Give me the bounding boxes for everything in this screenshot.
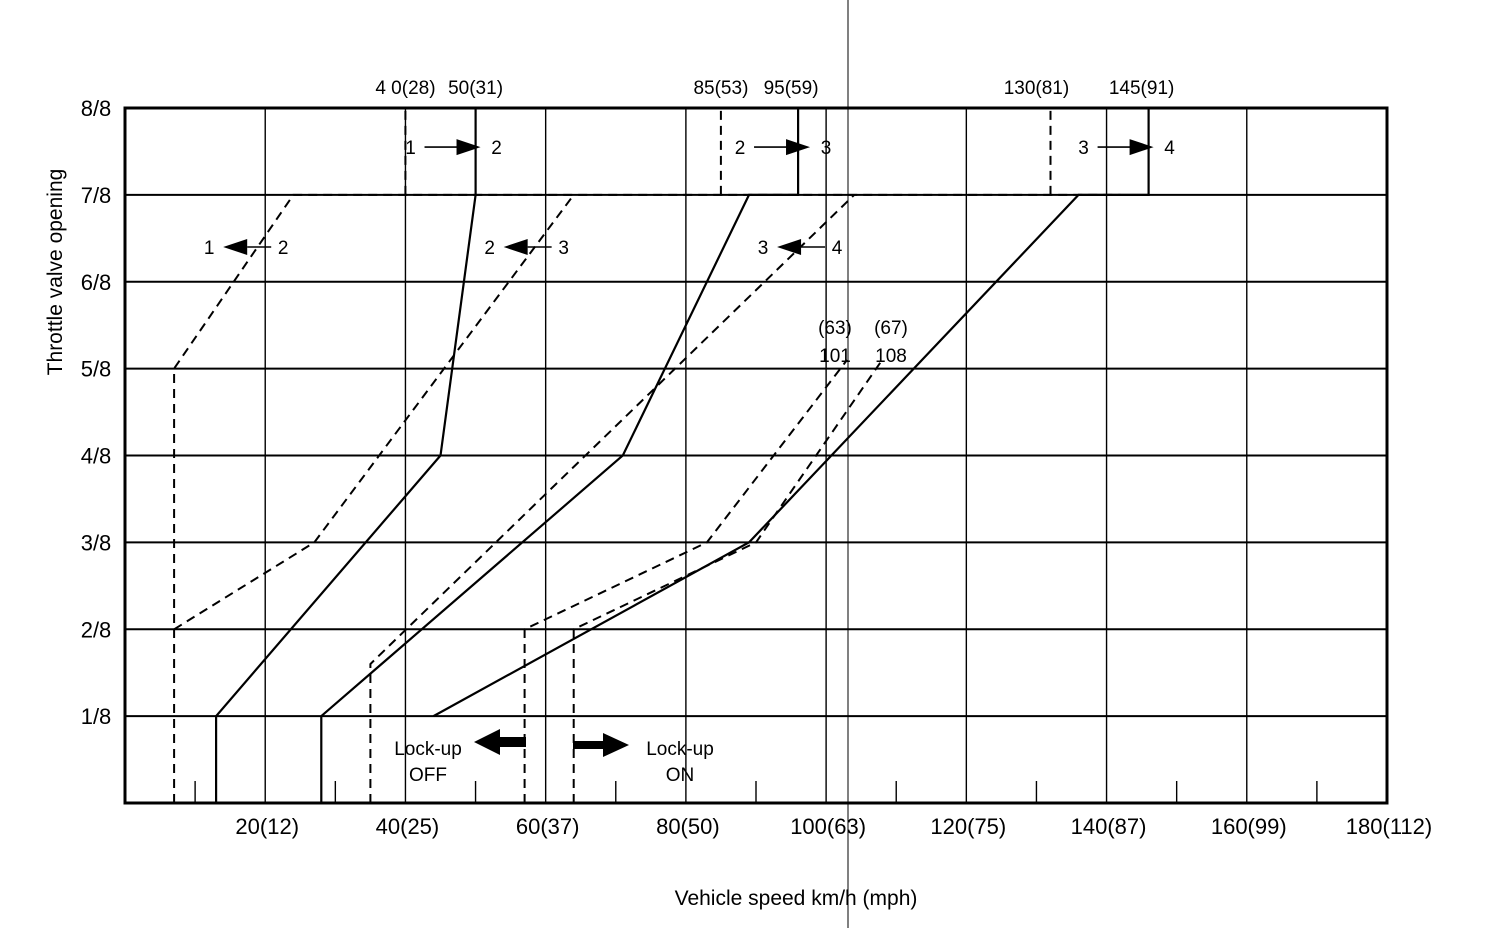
y-tick-label: 5/8 — [81, 357, 112, 382]
top-speed-label: 50(31) — [448, 78, 503, 99]
upshift-from-label: 3 — [1078, 138, 1089, 159]
grid-lines — [125, 108, 1387, 803]
y-tick-label: 3/8 — [81, 530, 112, 555]
upshift-arrow-head — [1129, 139, 1154, 156]
upshift-arrow-head — [786, 139, 811, 156]
downshift-line — [369, 194, 855, 803]
lockup-off-label: Lock-up — [394, 739, 462, 760]
x-axis-label: Vehicle speed km/h (mph) — [675, 887, 918, 910]
downshift-arrow-head — [777, 239, 802, 255]
y-tick-label: 2/8 — [81, 617, 112, 642]
downshift-line — [173, 194, 575, 631]
upshift-line — [320, 108, 800, 803]
lockup-on-label: Lock-up — [646, 739, 714, 760]
downshift-line — [173, 193, 1121, 803]
plot-border — [123, 106, 1389, 805]
upshift-to-label: 4 — [1164, 138, 1175, 159]
downshift-to-label: 2 — [278, 238, 289, 259]
top-speed-label: 130(81) — [1004, 78, 1070, 99]
plot-frame — [123, 106, 1389, 805]
x-tick-label: 140(87) — [1071, 814, 1147, 839]
x-tick-label: 180(112) — [1346, 814, 1432, 839]
lockup-speed-mph: (63) — [818, 318, 852, 339]
y-tick-label: 6/8 — [81, 270, 112, 295]
x-tick-label: 60(37) — [516, 814, 580, 839]
downshift-line — [572, 359, 884, 803]
downshift-from-label: 1 — [204, 238, 215, 259]
top-speed-label: 4 0(28) — [375, 78, 435, 99]
lockup-off-arrow — [474, 729, 526, 755]
upshift-line — [432, 108, 1150, 718]
downshift-from-label: 3 — [758, 238, 769, 259]
lockup-off-label: OFF — [409, 765, 447, 786]
top-speed-label: 85(53) — [693, 78, 748, 99]
top-speed-label: 145(91) — [1109, 78, 1175, 99]
upshift-line — [215, 108, 477, 803]
y-tick-label: 7/8 — [81, 183, 112, 208]
shift-lines — [173, 108, 1150, 803]
upshift-from-label: 1 — [405, 138, 416, 159]
downshift-to-label: 3 — [558, 238, 569, 259]
top-speed-label: 95(59) — [764, 78, 819, 99]
downshift-to-label: 4 — [832, 238, 843, 259]
lockup-speed-kmh: 101 — [819, 346, 851, 367]
y-tick-label: 4/8 — [81, 444, 112, 469]
y-tick-label: 8/8 — [81, 96, 112, 121]
downshift-arrow-head — [223, 239, 248, 255]
x-tick-label: 40(25) — [376, 814, 440, 839]
downshift-from-label: 2 — [484, 238, 495, 259]
lockup-on-label: ON — [666, 765, 695, 786]
x-tick-label: 120(75) — [930, 814, 1006, 839]
x-tick-label: 100(63) — [790, 814, 866, 839]
y-axis-ticks: 1/8 2/8 3/8 4/8 5/8 6/8 7/8 8/8 — [81, 96, 112, 729]
y-tick-label: 1/8 — [81, 704, 112, 729]
lockup-speed-kmh: 108 — [875, 346, 907, 367]
x-tick-label: 80(50) — [656, 814, 720, 839]
annotations: 4 0(28) 50(31) 85(53) 95(59) 130(81) 145(91) 1… — [204, 0, 1175, 928]
lockup-speed-mph: (67) — [874, 318, 908, 339]
upshift-arrow-head — [456, 139, 481, 156]
x-tick-label: 160(99) — [1211, 814, 1287, 839]
y-axis-label: Throttle valve opening — [44, 169, 67, 376]
upshift-from-label: 2 — [735, 138, 746, 159]
x-axis-ticks: 20(12) 40(25) 60(37) 80(50) 100(63) 120(75) 14… — [235, 814, 1432, 839]
downshift-line — [523, 359, 848, 803]
upshift-to-label: 3 — [821, 138, 832, 159]
x-tick-label: 20(12) — [235, 814, 299, 839]
lockup-on-arrow — [573, 733, 629, 757]
downshift-arrow-head — [503, 239, 528, 255]
upshift-to-label: 2 — [491, 138, 502, 159]
